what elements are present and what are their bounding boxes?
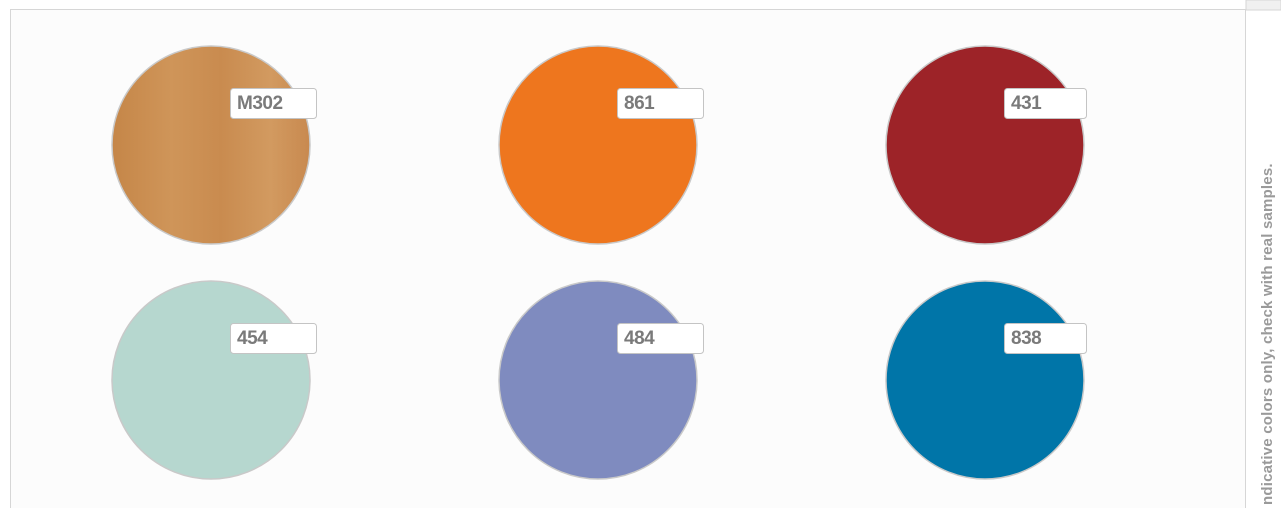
code-label: 861: [624, 93, 655, 114]
color-circle[interactable]: [112, 281, 310, 479]
color-circle[interactable]: [499, 46, 697, 244]
code-label: 838: [1011, 328, 1041, 349]
page: M302 861 431 454 484 838 ndicative color…: [0, 0, 1281, 508]
color-circle[interactable]: [886, 281, 1084, 479]
disclaimer: ndicative colors only, check with real s…: [1259, 163, 1276, 505]
screen: M302 861 431 454 484 838 ndicative color…: [0, 0, 1281, 508]
color-circle[interactable]: [886, 46, 1084, 244]
swatch[interactable]: 431: [886, 46, 1087, 244]
code-label: 431: [1011, 93, 1042, 114]
code-label: M302: [237, 93, 283, 114]
code-label: 484: [624, 328, 655, 349]
color-circle[interactable]: [112, 46, 310, 244]
scroll-corner: [1246, 0, 1281, 10]
swatch[interactable]: 838: [886, 281, 1087, 479]
color-circle[interactable]: [499, 281, 697, 479]
code-label: 454: [237, 328, 268, 349]
